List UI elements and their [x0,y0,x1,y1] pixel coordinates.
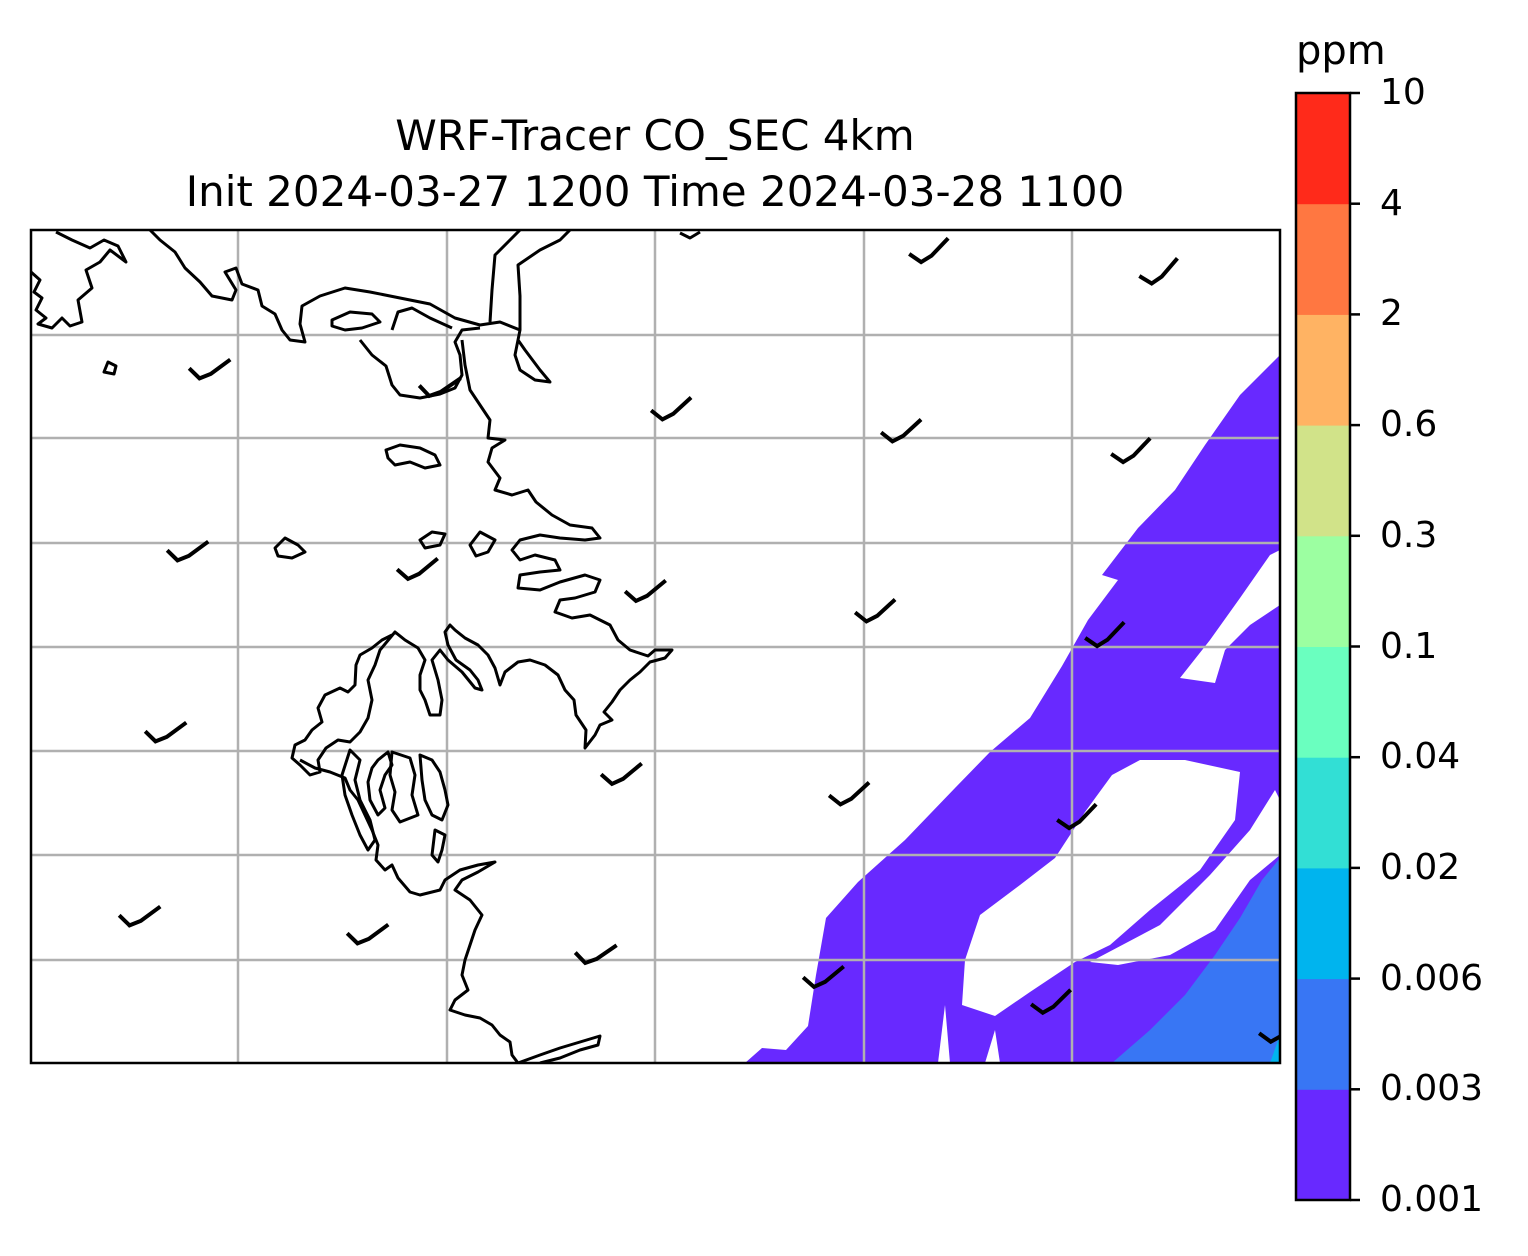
colorbar-unit: ppm [1296,28,1386,74]
tracer-gap-2 [962,760,1240,1016]
colorbar-tick-label: 0.003 [1380,1068,1484,1110]
title-line-2: Init 2024-03-27 1200 Time 2024-03-28 110… [185,167,1125,216]
tracer-gap-4 [985,1030,1000,1063]
colorbar-segment [1296,93,1350,205]
colorbar-tick-label: 0.006 [1380,957,1484,999]
colorbar-tick-label: 0.6 [1380,404,1438,446]
colorbar-tick-label: 0.001 [1380,1179,1484,1220]
colorbar-tick-label: 0.1 [1380,625,1438,667]
tracer-band-0003 [1112,858,1280,1063]
colorbar-segment [1296,535,1350,647]
colorbar-segment [1296,1089,1350,1201]
colorbar-segment [1296,646,1350,758]
colorbar-tick-label: 2 [1380,293,1403,335]
colorbar-segment [1296,425,1350,537]
colorbar-tick-label: 10 [1380,72,1426,113]
colorbar-tick-label: 0.02 [1380,846,1461,888]
colorbar-segment [1296,867,1350,980]
map-title: WRF-Tracer CO_SEC 4km Init 2024-03-27 12… [30,108,1280,220]
tracer-gap-5 [1090,790,1280,965]
tracer-band-0006 [1270,1035,1280,1063]
colorbar-segment [1296,314,1350,426]
colorbar [1294,91,1360,1202]
colorbar-segment [1296,203,1350,315]
colorbar-tick-label: 4 [1380,182,1403,224]
colorbar-segment [1296,757,1350,869]
coastline [31,230,701,1063]
colorbar-tick-label: 0.3 [1380,514,1438,556]
title-line-1: WRF-Tracer CO_SEC 4km [395,111,915,160]
colorbar-tick-label: 0.04 [1380,736,1461,778]
tracer-gap-3 [938,1005,950,1063]
colorbar-segment [1296,978,1350,1090]
tracer-gap-1 [1180,550,1280,683]
map-gridlines [31,230,1280,1063]
map-frame [29,228,1282,1065]
